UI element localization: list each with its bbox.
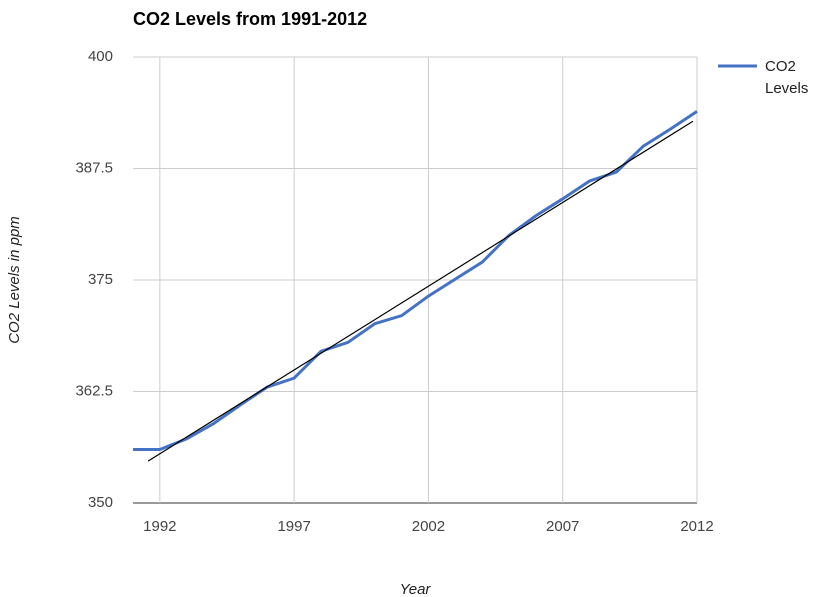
x-tick-label: 2012 xyxy=(680,518,713,535)
y-tick-label: 387.5 xyxy=(75,159,113,176)
trendline xyxy=(147,120,694,462)
legend-label: CO2 Levels xyxy=(765,58,809,97)
chart-title: CO2 Levels from 1991-2012 xyxy=(133,9,367,29)
y-tick-label: 375 xyxy=(88,271,113,288)
data-line xyxy=(133,110,698,451)
x-axis-title: Year xyxy=(400,581,432,597)
x-tick-label: 2007 xyxy=(546,518,579,535)
y-tick-label: 400 xyxy=(88,48,113,65)
y-axis-title: CO2 Levels in ppm xyxy=(6,216,23,344)
x-tick-label: 1997 xyxy=(277,518,310,535)
y-tick-label: 350 xyxy=(88,494,113,511)
x-tick-label: 2002 xyxy=(412,518,445,535)
x-tick-label: 1992 xyxy=(143,518,176,535)
y-tick-label: 362.5 xyxy=(75,382,113,399)
